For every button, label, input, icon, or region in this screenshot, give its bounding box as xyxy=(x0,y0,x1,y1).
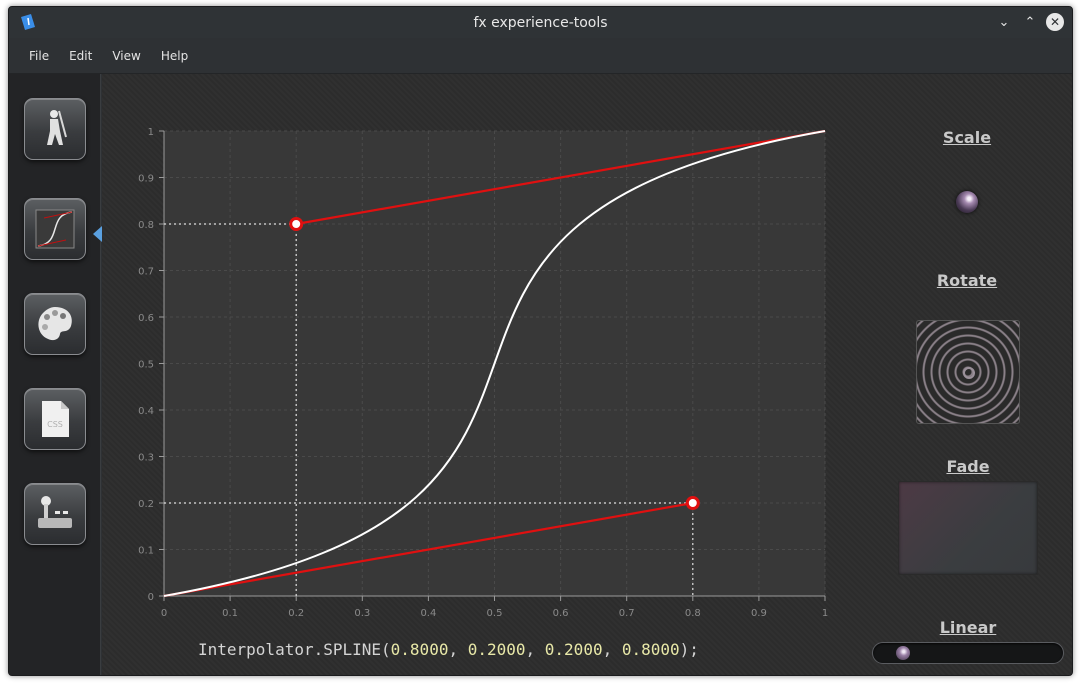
fade-preview xyxy=(898,481,1038,575)
spline-chart: 0 0.1 0.2 0.3 0.4 0.5 0.6 0.7 0.8 0.9 1 0 0.1 0.2 0.3 0… xyxy=(138,127,828,619)
spline-curve xyxy=(163,130,826,597)
handle-line-start xyxy=(163,501,693,598)
selected-indicator xyxy=(93,226,102,242)
menu-edit[interactable]: Edit xyxy=(69,48,93,63)
x-tick-label: 0.1 xyxy=(222,608,238,619)
rotate-preview xyxy=(916,320,1020,424)
y-tick-label: 0 xyxy=(148,592,154,603)
formula-value-4: 0.8000 xyxy=(621,640,680,659)
rotate-label: Rotate xyxy=(936,271,998,290)
fade-label: Fade xyxy=(946,457,990,476)
y-tick-label: 0.8 xyxy=(138,220,154,231)
formula-prefix: Interpolator.SPLINE( xyxy=(198,640,391,659)
sidebar-item-interpolator[interactable] xyxy=(24,198,86,260)
sidebar-item-color[interactable] xyxy=(24,293,86,355)
close-icon[interactable]: ✕ xyxy=(1046,13,1064,31)
handle-line-end xyxy=(296,129,826,226)
interpolator-formula: Interpolator.SPLINE(0.8000, 0.2000, 0.20… xyxy=(198,640,699,659)
y-tick-label: 0.1 xyxy=(138,546,154,557)
x-tick-label: 0.4 xyxy=(420,608,436,619)
palette-icon xyxy=(38,307,72,341)
svg-text:CSS: CSS xyxy=(47,420,63,429)
sidebar-item-mixer[interactable] xyxy=(24,98,86,160)
figure-icon xyxy=(47,110,67,145)
y-tick-label: 0.9 xyxy=(138,174,154,185)
formula-value-3: 0.2000 xyxy=(544,640,603,659)
x-tick-label: 0.5 xyxy=(487,608,503,619)
x-tick-label: 0.6 xyxy=(553,608,569,619)
y-tick-label: 0.5 xyxy=(138,360,154,371)
scale-label: Scale xyxy=(942,128,992,147)
window-title: fx experience-tools xyxy=(473,14,608,31)
curve-chart-icon xyxy=(35,209,75,249)
control-point-handle[interactable] xyxy=(685,496,700,510)
y-tick-label: 0.2 xyxy=(138,499,154,510)
x-tick-label: 0.3 xyxy=(354,608,370,619)
sidebar-item-css[interactable]: CSS xyxy=(24,388,86,450)
css-file-icon: CSS xyxy=(42,401,69,437)
menu-bar: File Edit View Help xyxy=(9,38,1072,74)
formula-value-2: 0.2000 xyxy=(467,640,526,659)
joystick-icon xyxy=(38,496,72,528)
minimize-icon[interactable]: ⌄ xyxy=(998,14,1010,30)
linear-track[interactable] xyxy=(872,642,1064,664)
y-tick-label: 0.3 xyxy=(138,453,154,464)
menu-help[interactable]: Help xyxy=(160,48,189,63)
app-icon xyxy=(21,14,35,30)
x-tick-label: 0.2 xyxy=(288,608,304,619)
window-controls: ⌄ ⌃ ✕ xyxy=(994,12,1064,32)
y-tick-label: 0.7 xyxy=(138,267,154,278)
y-tick-label: 0.4 xyxy=(138,406,154,417)
x-tick-label: 0.8 xyxy=(685,608,701,619)
x-tick-label: 1 xyxy=(822,608,828,619)
interpolator-panel: 0 0.1 0.2 0.3 0.4 0.5 0.6 0.7 0.8 0.9 1 0 0.1 0.2 0.3 0… xyxy=(102,74,1072,675)
formula-suffix: ); xyxy=(679,640,699,659)
formula-value-1: 0.8000 xyxy=(390,640,449,659)
control-point-handle[interactable] xyxy=(289,217,304,231)
linear-knob[interactable] xyxy=(895,646,910,660)
x-tick-label: 0 xyxy=(161,608,167,619)
sidebar-item-controls[interactable] xyxy=(24,483,86,545)
y-tick-label: 1 xyxy=(148,127,154,138)
menu-file[interactable]: File xyxy=(29,48,50,63)
title-bar: fx experience-tools ⌄ ⌃ ✕ xyxy=(9,7,1072,38)
y-tick-label: 0.6 xyxy=(138,313,154,324)
x-tick-label: 0.7 xyxy=(619,608,635,619)
app-window: fx experience-tools ⌄ ⌃ ✕ File Edit View… xyxy=(8,6,1073,676)
linear-label: Linear xyxy=(939,618,997,637)
maximize-icon[interactable]: ⌃ xyxy=(1024,14,1036,30)
menu-view[interactable]: View xyxy=(112,48,141,63)
x-tick-label: 0.9 xyxy=(751,608,767,619)
tool-sidebar: CSS xyxy=(9,74,102,675)
scale-preview xyxy=(956,191,978,213)
